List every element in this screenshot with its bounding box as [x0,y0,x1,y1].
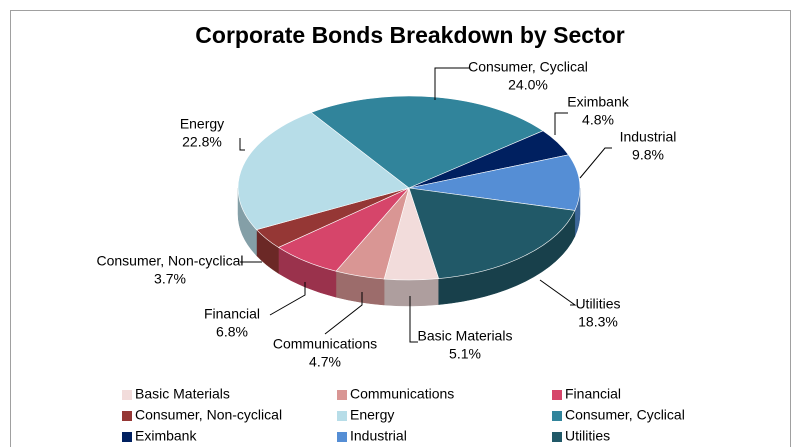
data-label-value: 18.3% [578,314,618,330]
legend-swatch [337,411,347,421]
slice [408,154,581,211]
data-label-value: 9.8% [632,147,664,163]
data-label-value: 3.7% [154,271,186,287]
legend-label: Industrial [350,428,407,444]
legend-swatch [122,390,132,400]
legend-swatch [552,432,562,442]
legend-label: Consumer, Non-cyclical [135,407,282,423]
data-label-value: 6.8% [216,324,248,340]
slice [408,187,576,279]
data-label-name: Basic Materials [418,328,513,344]
legend-swatch [337,432,347,442]
leader-line [554,112,568,135]
leader-line [409,296,418,343]
legend-swatch [122,432,132,442]
legend-label: Eximbank [135,428,197,444]
pie [237,95,581,307]
data-label-name: Consumer, Cyclical [468,59,588,75]
legend-swatch [552,411,562,421]
leader-line [539,279,577,306]
legend-swatch [122,411,132,421]
data-label-name: Communications [273,336,377,352]
data-label-value: 4.7% [309,354,341,370]
leader-line [579,147,612,179]
data-labels: Basic Materials 5.1% Communications 4.7% Fin… [96,59,676,370]
leader-line [269,282,306,316]
chart-title: Corporate Bonds Breakdown by Sector [195,22,624,48]
legend-label: Energy [350,407,394,423]
legend-label: Basic Materials [135,386,230,402]
data-label-name: Utilities [575,296,620,312]
legend-label: Consumer, Cyclical [565,407,685,423]
data-label-name: Eximbank [567,94,629,110]
data-label-value: 22.8% [182,134,222,150]
legend: Basic Materials Communications Financial Co… [122,386,685,444]
data-label-value: 5.1% [449,346,481,362]
data-label-name: Consumer, Non-cyclical [96,253,243,269]
legend-swatch [552,390,562,400]
data-label-name: Financial [204,306,260,322]
leader-line [239,138,245,151]
data-label-value: 24.0% [508,77,548,93]
data-label-name: Energy [180,116,224,132]
legend-label: Utilities [565,428,610,444]
leader-line [434,67,470,100]
slice [310,95,544,189]
data-label-value: 4.8% [582,112,614,128]
slice-side [383,278,439,307]
legend-swatch [337,390,347,400]
data-label-name: Industrial [620,129,677,145]
legend-label: Communications [350,386,454,402]
slice [237,112,410,230]
legend-label: Financial [565,386,621,402]
leader-line [324,292,363,335]
